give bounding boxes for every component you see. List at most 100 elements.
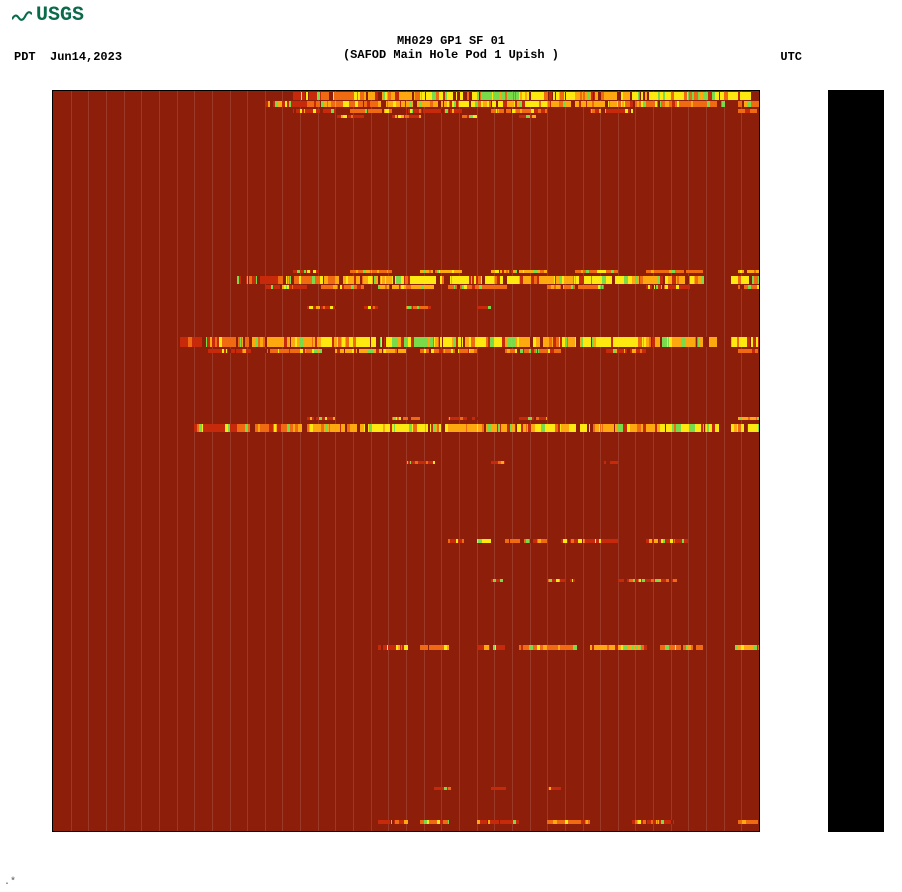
y-minor-tick-right xyxy=(759,813,760,814)
spectral-segment xyxy=(731,424,759,432)
spectral-segment xyxy=(406,109,462,113)
y-minor-tick-left xyxy=(52,794,53,795)
y-minor-tick-right xyxy=(759,615,760,616)
y-minor-tick-left xyxy=(52,381,53,382)
x-tick xyxy=(618,831,619,832)
y-minor-tick-right xyxy=(759,350,760,351)
y-minor-tick-right xyxy=(759,467,760,468)
y-minor-tick-right xyxy=(759,782,760,783)
y-minor-tick-right xyxy=(759,221,760,222)
spectral-segment xyxy=(477,539,491,543)
y-minor-tick-right xyxy=(759,541,760,542)
y-minor-tick-left xyxy=(52,362,53,363)
y-minor-tick-right xyxy=(759,578,760,579)
x-tick xyxy=(583,831,584,832)
y-minor-tick-left xyxy=(52,473,53,474)
y-minor-tick-left xyxy=(52,757,53,758)
x-tick xyxy=(230,831,231,832)
spectral-segment xyxy=(646,337,717,347)
y-minor-tick-left xyxy=(52,264,53,265)
spectral-segment xyxy=(632,820,674,824)
y-minor-tick-left xyxy=(52,245,53,246)
y-minor-tick-left xyxy=(52,147,53,148)
y-minor-tick-right xyxy=(759,424,760,425)
spectral-segment xyxy=(731,276,759,284)
y-tick-left xyxy=(52,214,53,215)
x-tick xyxy=(635,831,636,832)
spectral-segment xyxy=(194,424,236,432)
spectral-segment xyxy=(420,645,448,650)
y-minor-tick-right xyxy=(759,412,760,413)
spectral-segment xyxy=(392,337,434,347)
y-minor-tick-left xyxy=(52,208,53,209)
y-minor-tick-left xyxy=(52,159,53,160)
y-minor-tick-right xyxy=(759,362,760,363)
spectral-band xyxy=(53,337,759,347)
spectral-segment xyxy=(519,115,533,118)
usgs-logo: USGS xyxy=(12,4,84,27)
x-tick xyxy=(282,831,283,832)
y-minor-tick-right xyxy=(759,418,760,419)
y-minor-tick-left xyxy=(52,658,53,659)
y-minor-tick-right xyxy=(759,443,760,444)
y-minor-tick-right xyxy=(759,504,760,505)
spectral-segment xyxy=(477,820,519,824)
y-minor-tick-right xyxy=(759,313,760,314)
spectral-segment xyxy=(265,101,307,107)
y-minor-tick-left xyxy=(52,122,53,123)
y-minor-tick-right xyxy=(759,695,760,696)
y-minor-tick-right xyxy=(759,258,760,259)
y-minor-tick-right xyxy=(759,806,760,807)
y-minor-tick-right xyxy=(759,529,760,530)
y-minor-tick-left xyxy=(52,449,53,450)
spectral-segment xyxy=(491,270,547,273)
spectral-segment xyxy=(448,424,519,432)
x-tick xyxy=(653,831,654,832)
y-minor-tick-left xyxy=(52,806,53,807)
x-tick xyxy=(477,831,478,832)
spectral-segment xyxy=(378,645,406,650)
y-minor-tick-left xyxy=(52,301,53,302)
x-tick xyxy=(371,831,372,832)
spectral-segment xyxy=(364,424,449,432)
y-minor-tick-right xyxy=(759,208,760,209)
y-minor-tick-left xyxy=(52,825,53,826)
spectral-segment xyxy=(434,337,505,347)
y-minor-tick-right xyxy=(759,825,760,826)
spectral-segment xyxy=(505,539,547,543)
header-center: MH029 GP1 SF 01 (SAFOD Main Hole Pod 1 U… xyxy=(343,34,559,62)
spectral-segment xyxy=(420,349,476,353)
y-minor-tick-right xyxy=(759,406,760,407)
spectral-band xyxy=(53,417,759,420)
y-minor-tick-left xyxy=(52,800,53,801)
y-minor-tick-right xyxy=(759,184,760,185)
y-minor-tick-right xyxy=(759,566,760,567)
spectral-segment xyxy=(420,270,462,273)
y-minor-tick-right xyxy=(759,251,760,252)
spectral-segment xyxy=(448,285,504,289)
spectral-segment xyxy=(738,109,759,113)
y-minor-tick-right xyxy=(759,658,760,659)
spectral-band xyxy=(53,276,759,284)
y-minor-tick-left xyxy=(52,732,53,733)
spectral-segment xyxy=(335,349,406,353)
spectral-segment xyxy=(448,101,547,107)
y-minor-tick-left xyxy=(52,319,53,320)
y-minor-tick-right xyxy=(759,628,760,629)
x-tick xyxy=(247,831,248,832)
spectral-segment xyxy=(222,337,264,347)
y-minor-tick-right xyxy=(759,369,760,370)
y-tick-right xyxy=(759,276,760,277)
x-tick xyxy=(300,831,301,832)
y-minor-tick-left xyxy=(52,251,53,252)
y-minor-tick-left xyxy=(52,813,53,814)
spectral-segment xyxy=(477,92,519,100)
spectral-segment xyxy=(392,417,420,420)
spectral-segment xyxy=(519,645,575,650)
y-minor-tick-right xyxy=(759,751,760,752)
y-minor-tick-right xyxy=(759,486,760,487)
y-minor-tick-left xyxy=(52,258,53,259)
y-minor-tick-right xyxy=(759,776,760,777)
spectral-band xyxy=(53,349,759,353)
y-minor-tick-left xyxy=(52,510,53,511)
